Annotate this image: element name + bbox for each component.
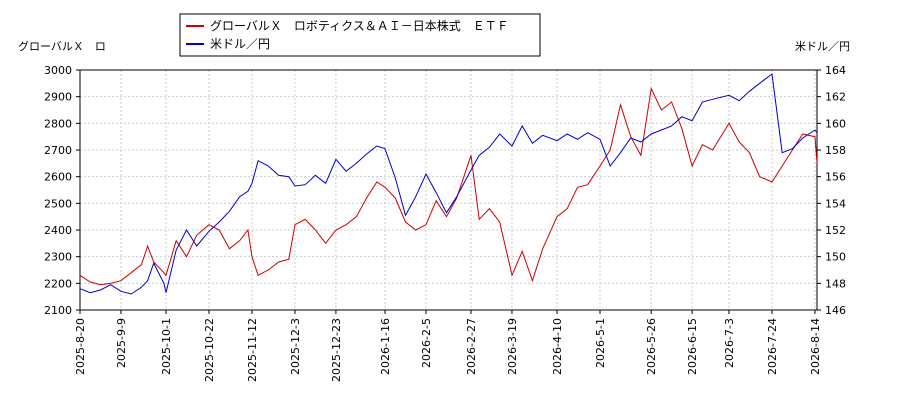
series-line-usdjpy	[79, 73, 818, 295]
y-left-axis-label: グローバルＸ ロ	[18, 39, 106, 53]
x-tick-label: 2026-2-27	[465, 318, 478, 375]
y-left-tick-label: 2100	[44, 304, 72, 317]
x-tick-label: 2026-1-16	[379, 318, 392, 375]
series-lines	[79, 73, 818, 295]
x-tick-label: 2025-8-20	[74, 318, 87, 375]
x-tick-label: 2026-2-5	[420, 318, 433, 368]
y-left-tick-label: 2900	[44, 91, 72, 104]
y-left-tick-label: 2200	[44, 277, 72, 290]
y-right-tick-label: 164	[825, 64, 846, 77]
y-right-axis-label: 米ドル／円	[795, 40, 850, 53]
y-right-tick-label: 154	[825, 197, 846, 210]
y-left-tick-label: 2800	[44, 117, 72, 130]
y-right-tick-label: 148	[825, 277, 846, 290]
plot-frame	[79, 69, 818, 311]
x-tick-label: 2026-3-19	[506, 318, 519, 375]
x-tick-label: 2026-7-24	[766, 318, 779, 375]
y-left-tick-label: 2700	[44, 144, 72, 157]
y-right-tick-label: 160	[825, 117, 846, 130]
y-right-tick-label: 156	[825, 171, 846, 184]
legend-label-usdjpy: 米ドル／円	[210, 37, 270, 51]
x-tick-label: 2025-12-23	[330, 318, 343, 382]
y-left-tick-label: 2500	[44, 197, 72, 210]
x-tick-label: 2026-5-1	[594, 318, 607, 368]
y-right-tick-label: 152	[825, 224, 846, 237]
x-tick-label: 2026-4-10	[551, 318, 564, 375]
x-tick-label: 2026-8-14	[809, 318, 822, 375]
y-right-tick-label: 162	[825, 91, 846, 104]
legend: グローバルＸ ロボティクス＆ＡＩ－日本株式 ＥＴＦ 米ドル／円	[179, 13, 541, 57]
y-left-tick-label: 2400	[44, 224, 72, 237]
legend-box	[179, 13, 541, 57]
legend-label-etf: グローバルＸ ロボティクス＆ＡＩ－日本株式 ＥＴＦ	[210, 18, 509, 33]
x-tick-label: 2026-5-26	[645, 318, 658, 375]
y-left-tick-label: 3000	[44, 64, 72, 77]
y-right-tick-label: 150	[825, 251, 846, 264]
axes: 2100 2200 2300 2400 2500 2600 2700 2800 2900 3000…	[44, 64, 846, 382]
x-tick-label: 2025-12-3	[289, 318, 302, 375]
y-right-tick-label: 158	[825, 144, 846, 157]
y-right-tick-label: 146	[825, 304, 846, 317]
x-tick-label: 2025-9-9	[115, 318, 128, 368]
gridlines	[79, 69, 817, 311]
series-line-etf	[79, 87, 818, 286]
x-tick-label: 2026-6-15	[686, 318, 699, 375]
x-tick-label: 2025-10-1	[160, 318, 173, 375]
x-tick-label: 2025-10-22	[203, 318, 216, 382]
x-tick-label: 2025-11-12	[246, 318, 259, 382]
y-left-tick-label: 2600	[44, 171, 72, 184]
y-left-tick-label: 2300	[44, 251, 72, 264]
x-tick-label: 2026-7-3	[723, 318, 736, 368]
